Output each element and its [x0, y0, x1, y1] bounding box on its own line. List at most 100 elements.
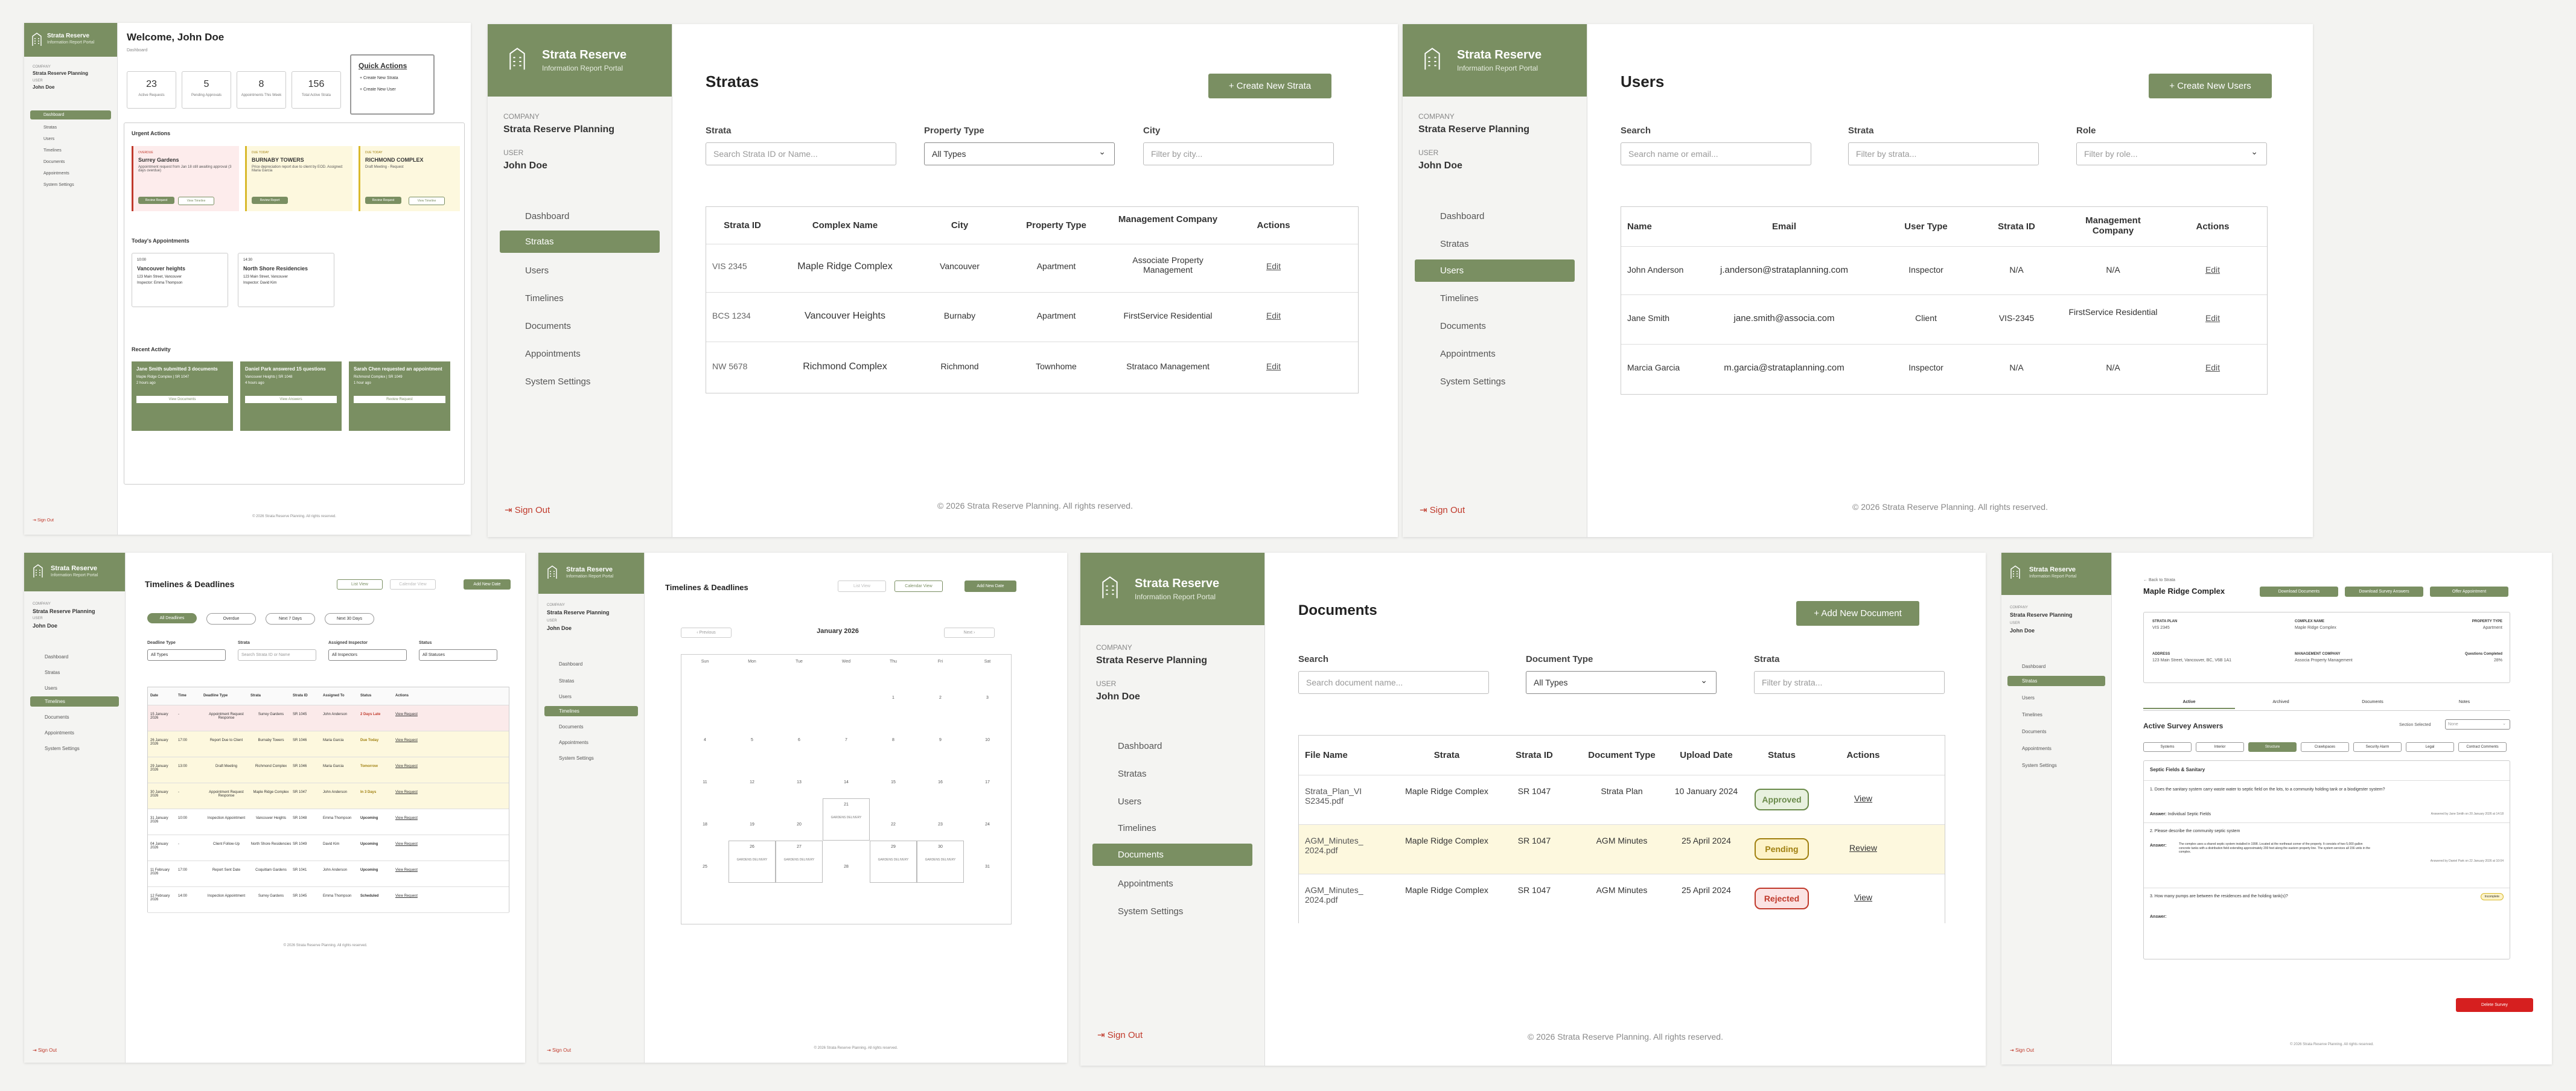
sign-out-button[interactable]: ⇥ Sign Out — [1420, 505, 1465, 515]
view-request-link[interactable]: View Request — [395, 790, 418, 794]
nav-stratas[interactable]: Stratas — [45, 670, 60, 675]
action-link[interactable]: Review — [1849, 843, 1877, 853]
list-view-button[interactable]: List View — [337, 579, 383, 590]
sign-out-button[interactable]: ⇥ Sign Out — [2010, 1048, 2035, 1053]
calendar-day[interactable]: 24 — [964, 798, 1011, 841]
sign-out-button[interactable]: ⇥ Sign Out — [547, 1048, 572, 1053]
calendar-day[interactable]: 30 GARDENS DELIVERY — [917, 841, 964, 883]
strata-filter-input[interactable]: Filter by strata... — [1754, 671, 1945, 694]
nav-appointments[interactable]: Appointments — [43, 171, 69, 176]
nav-dashboard[interactable]: Dashboard — [1118, 741, 1162, 751]
nav-users[interactable]: Users — [525, 266, 549, 276]
sign-out-button[interactable]: ⇥ Sign Out — [33, 518, 54, 523]
calendar-day[interactable]: 15 — [870, 756, 917, 798]
view-request-link[interactable]: View Request — [395, 713, 418, 716]
chip-next-7-days[interactable]: Next 7 Days — [266, 613, 315, 625]
strata-search-input[interactable]: Search Strata ID or Name — [238, 649, 316, 661]
view-answers-button[interactable]: View Answers — [245, 396, 337, 403]
nav-stratas[interactable]: Stratas — [559, 678, 575, 684]
calendar-event[interactable]: GARDENS DELIVERY — [878, 858, 909, 862]
sign-out-button[interactable]: ⇥ Sign Out — [505, 505, 550, 515]
edit-link[interactable]: Edit — [2205, 265, 2221, 275]
view-request-link[interactable]: View Request — [395, 739, 418, 742]
nav-timelines[interactable]: Timelines — [525, 293, 564, 304]
calendar-day[interactable]: 21 GARDENS DELIVERY — [823, 798, 870, 841]
strata-search-input[interactable]: Search Strata ID or Name... — [706, 142, 896, 165]
nav-system-settings[interactable]: System Settings — [525, 377, 591, 387]
add-new-date-button[interactable]: Add New Date — [964, 580, 1016, 592]
calendar-day[interactable]: 22 — [870, 798, 917, 841]
previous-month-button[interactable]: ‹ Previous — [681, 628, 732, 638]
document-type-select[interactable]: All Types ⌄ — [1526, 671, 1717, 694]
nav-documents[interactable]: Documents — [43, 160, 65, 164]
create-user-button[interactable]: + Create New Users — [2149, 74, 2272, 98]
review-request-button[interactable]: Review Request — [138, 197, 174, 204]
nav-timelines[interactable]: Timelines — [1118, 823, 1156, 833]
nav-timelines[interactable]: Timelines — [544, 706, 638, 716]
nav-stratas[interactable]: Stratas — [1118, 769, 1147, 779]
nav-users[interactable]: Users — [559, 694, 572, 699]
calendar-day[interactable]: 16 — [917, 756, 964, 798]
nav-system-settings[interactable]: System Settings — [2022, 763, 2057, 768]
calendar-view-button[interactable]: Calendar View — [894, 580, 943, 592]
nav-system-settings[interactable]: System Settings — [45, 746, 80, 751]
calendar-day[interactable]: 20 — [776, 798, 823, 841]
calendar-day[interactable]: 3 — [964, 672, 1011, 714]
calendar-day[interactable]: 23 — [917, 798, 964, 841]
nav-stratas[interactable]: Stratas — [500, 231, 660, 253]
chip-all-deadlines[interactable]: All Deadlines — [147, 613, 197, 623]
view-request-link[interactable]: View Request — [395, 842, 418, 846]
nav-documents[interactable]: Documents — [45, 714, 69, 720]
edit-link[interactable]: Edit — [1266, 311, 1281, 320]
list-view-button[interactable]: List View — [838, 580, 886, 592]
tab-archived[interactable]: Archived — [2272, 700, 2289, 704]
nav-documents[interactable]: Documents — [1092, 844, 1252, 866]
city-filter-input[interactable]: Filter by city... — [1143, 142, 1334, 165]
nav-documents[interactable]: Documents — [2022, 729, 2047, 734]
status-select[interactable]: All Statuses — [419, 649, 497, 661]
nav-users[interactable]: Users — [43, 137, 55, 141]
action-link[interactable]: View — [1854, 794, 1873, 803]
section-chip[interactable]: Structure — [2248, 742, 2297, 752]
calendar-day[interactable]: 28 — [823, 841, 870, 883]
nav-timelines[interactable]: Timelines — [2022, 712, 2042, 717]
calendar-day[interactable]: 19 — [728, 798, 776, 841]
nav-dashboard[interactable]: Dashboard — [525, 211, 570, 221]
calendar-view-button[interactable]: Calendar View — [390, 579, 436, 590]
view-request-link[interactable]: View Request — [395, 894, 418, 898]
calendar-day[interactable]: 4 — [681, 714, 728, 756]
review-report-button[interactable]: Review Report — [252, 197, 288, 204]
section-chip[interactable]: Crawlspaces — [2301, 742, 2349, 752]
calendar-day[interactable]: 6 — [776, 714, 823, 756]
nav-users[interactable]: Users — [1118, 797, 1142, 807]
chip-overdue[interactable]: Overdue — [206, 613, 256, 625]
calendar-day[interactable]: 12 — [728, 756, 776, 798]
create-strata-link[interactable]: + Create New Strata — [360, 76, 398, 80]
next-month-button[interactable]: Next › — [944, 628, 995, 638]
nav-system-settings[interactable]: System Settings — [559, 755, 594, 761]
strata-filter-input[interactable]: Filter by strata... — [1848, 142, 2039, 165]
nav-dashboard[interactable]: Dashboard — [559, 661, 583, 667]
nav-stratas[interactable]: Stratas — [1440, 239, 1469, 249]
nav-users[interactable]: Users — [1415, 259, 1575, 282]
sign-out-button[interactable]: ⇥ Sign Out — [1097, 1030, 1143, 1040]
calendar-day[interactable]: 2 — [917, 672, 964, 714]
nav-documents[interactable]: Documents — [1440, 321, 1486, 331]
edit-link[interactable]: Edit — [1266, 361, 1281, 371]
tab-notes[interactable]: Notes — [2458, 700, 2470, 704]
nav-system-settings[interactable]: System Settings — [1118, 906, 1184, 917]
nav-appointments[interactable]: Appointments — [1118, 879, 1173, 889]
calendar-day[interactable]: 14 — [823, 756, 870, 798]
tab-active[interactable]: Active — [2143, 700, 2235, 709]
nav-dashboard[interactable]: Dashboard — [1440, 211, 1485, 221]
edit-link[interactable]: Edit — [1266, 261, 1281, 271]
nav-appointments[interactable]: Appointments — [2022, 746, 2052, 751]
edit-link[interactable]: Edit — [2205, 363, 2221, 372]
calendar-event[interactable]: GARDENS DELIVERY — [783, 858, 815, 862]
nav-timelines[interactable]: Timelines — [1440, 293, 1479, 304]
nav-system-settings[interactable]: System Settings — [1440, 377, 1506, 387]
nav-timelines[interactable]: Timelines — [43, 148, 62, 153]
download-documents-button[interactable]: Download Documents — [2260, 587, 2338, 597]
create-user-link[interactable]: + Create New User — [360, 87, 396, 92]
nav-system-settings[interactable]: System Settings — [43, 183, 74, 187]
